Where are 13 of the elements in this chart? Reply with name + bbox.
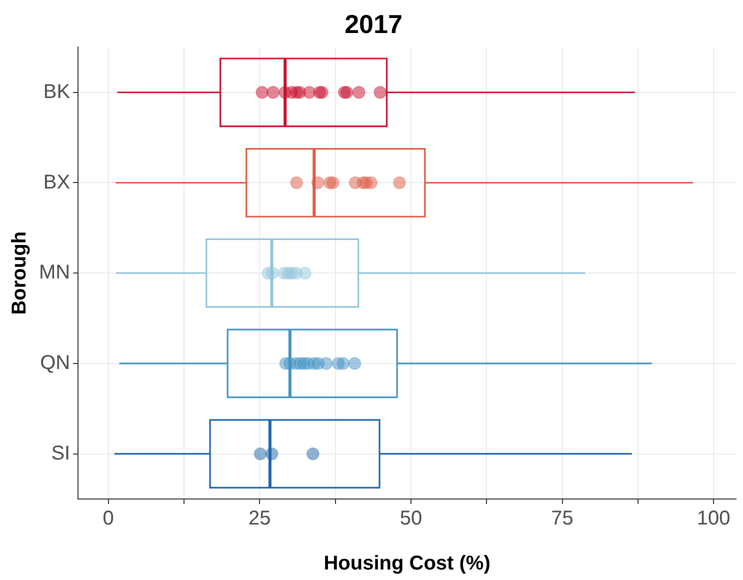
y-tick-label: BX: [43, 171, 70, 194]
x-tick-label: 75: [551, 508, 574, 530]
y-tick-label: BK: [43, 80, 71, 103]
y-tick-label: QN: [40, 352, 70, 374]
x-tick-label: 50: [400, 508, 422, 530]
x-tick-label: 0: [102, 508, 114, 530]
y-tick-label: SI: [51, 442, 70, 464]
chart-title: 2017: [344, 8, 402, 39]
x-tick-label: 25: [248, 508, 271, 530]
y-axis-title: Borough: [8, 231, 31, 315]
x-axis-title: Housing Cost (%): [324, 552, 490, 575]
y-tick-label: MN: [38, 262, 70, 284]
x-tick-label: 100: [696, 508, 730, 530]
